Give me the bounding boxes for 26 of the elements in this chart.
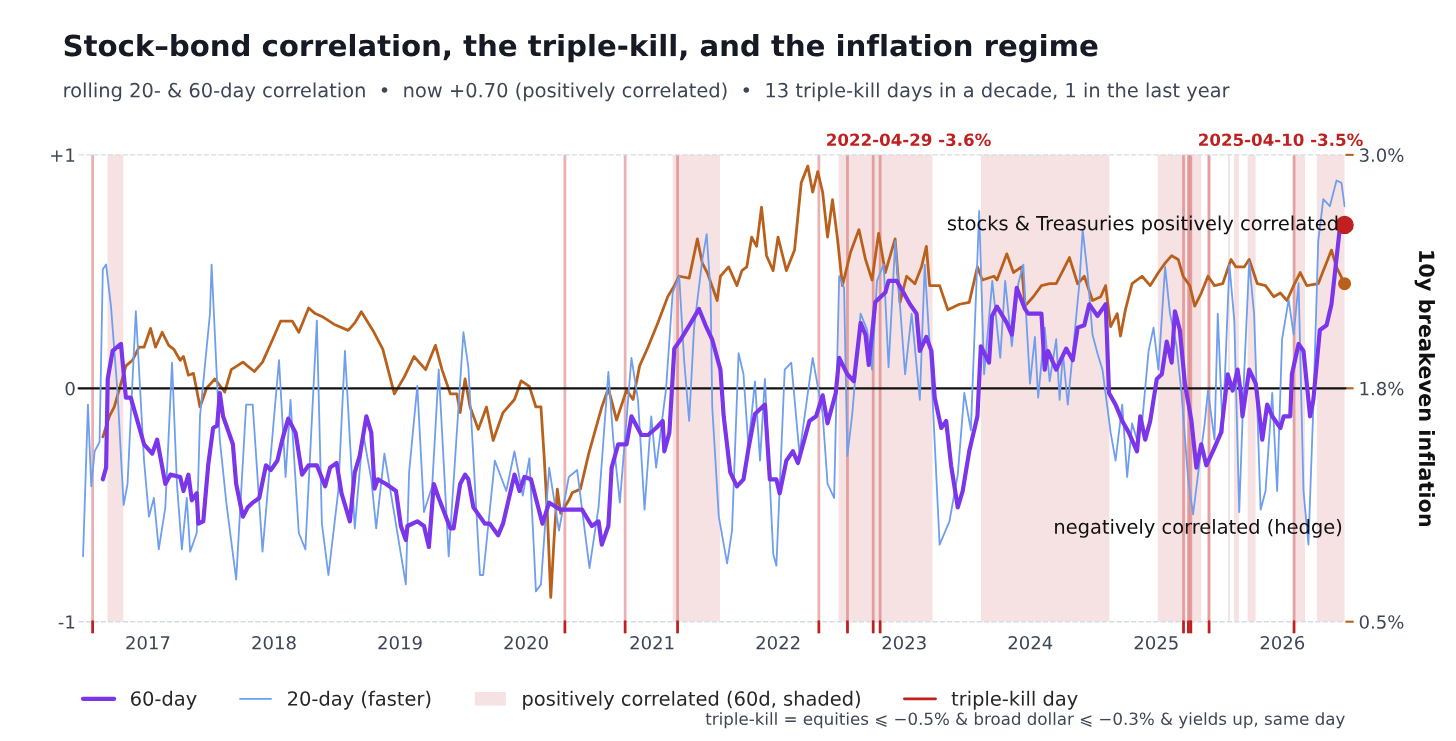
x-tick-label: 2017 [126,635,170,650]
text: triple-kill = equities ⩽ −0.5% & broad dollar ⩽ −0.3% & yields up, same day [705,712,1345,729]
chart-subtitle: rolling 20- & 60-day correlation • now +0.70 (positively correlated) • 13 triple-kill days in a decade, 1 in the last year [64,82,1230,102]
legend-label: 60-day [131,690,197,710]
x-tick-label: 2018 [252,635,296,650]
y2-tick-label: 3.0% [1359,148,1404,162]
x-tick-label: 2021 [630,635,674,650]
x-tick-label: 2020 [504,635,548,650]
y2-tick-label: 0.5% [1359,615,1404,629]
x-tick-label: 2026 [1260,635,1305,650]
y2-axis-title: 10y breakeven inflation [1414,251,1435,527]
y2-tick-label: 1.8% [1360,381,1404,396]
x-tick-label: 2025 [1134,635,1178,650]
x-tick-label: 2023 [882,635,926,650]
y-tick-label: -1 [58,615,75,629]
annotation: 2022-04-29 -3.6% [827,133,991,147]
annotation: 2025-04-10 -3.5% [1199,133,1363,147]
legend-label: positively correlated (60d, shaded) [523,690,860,710]
chart-title: Stock–bond correlation, the triple-kill, and the inflation regime [64,33,1098,63]
y-tick-label: 0 [65,381,75,396]
x-tick-label: 2019 [378,635,422,650]
y-tick-label: +1 [51,148,75,162]
legend-label: triple-kill day [951,690,1078,710]
x-tick-label: 2024 [1008,635,1053,650]
x-tick-label: 2022 [756,635,800,650]
legend-label: 20-day (faster) [288,690,431,710]
